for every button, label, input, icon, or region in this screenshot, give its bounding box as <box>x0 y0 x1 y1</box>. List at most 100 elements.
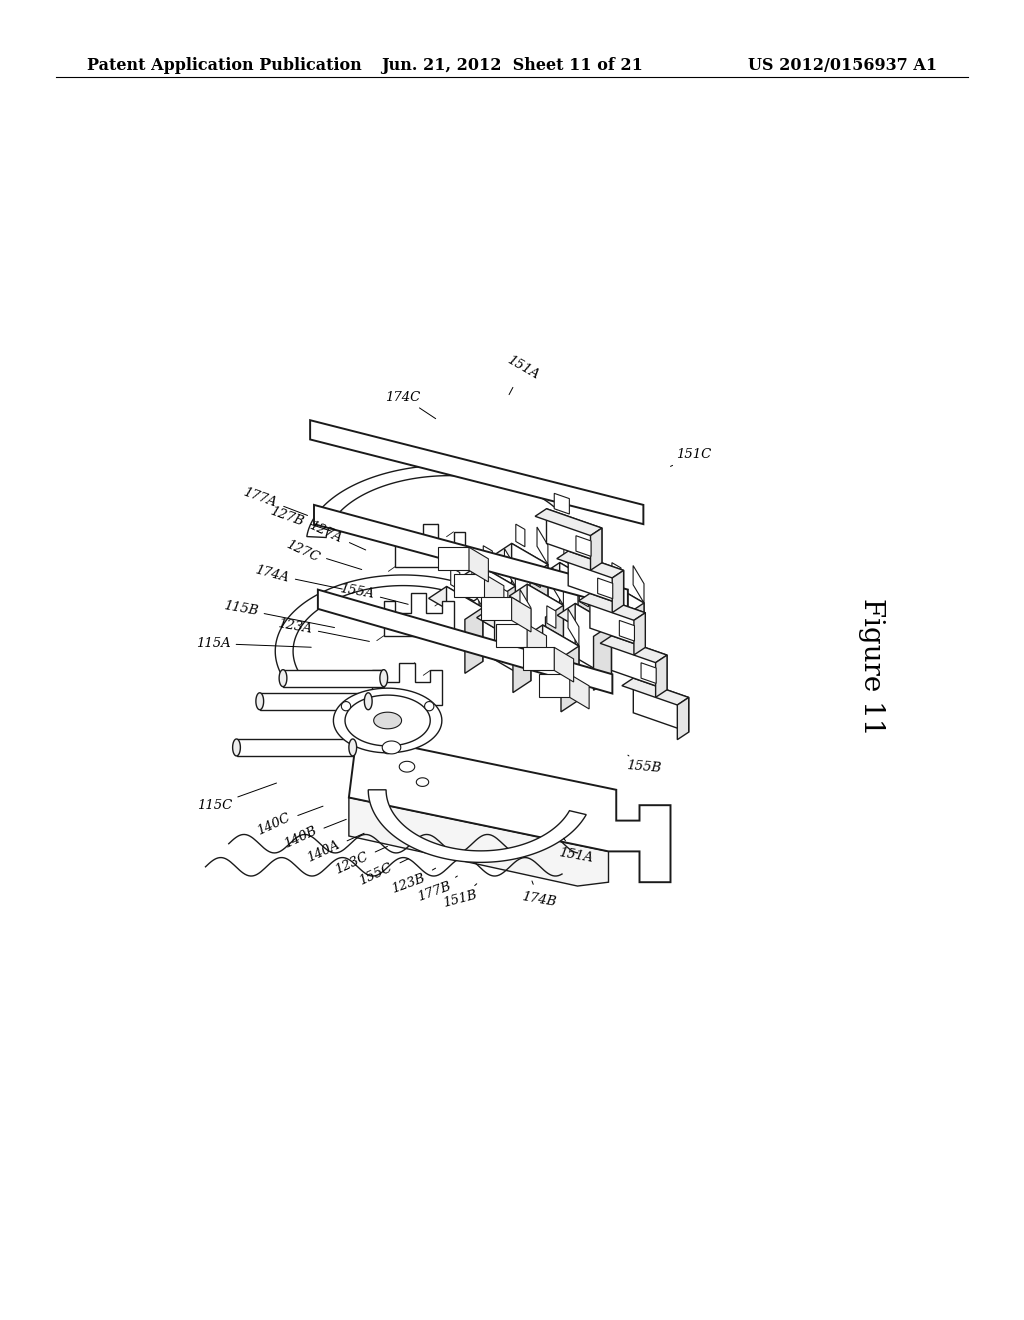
Polygon shape <box>579 594 645 620</box>
Polygon shape <box>349 737 671 882</box>
Polygon shape <box>283 669 384 686</box>
Polygon shape <box>372 663 442 705</box>
Text: 174A: 174A <box>253 564 342 589</box>
Polygon shape <box>527 585 563 659</box>
Polygon shape <box>554 647 573 682</box>
Polygon shape <box>612 570 624 612</box>
Text: 127A: 127A <box>307 519 366 550</box>
Polygon shape <box>499 586 508 609</box>
Polygon shape <box>512 598 531 632</box>
Polygon shape <box>417 777 429 787</box>
Polygon shape <box>399 762 415 772</box>
Text: 151C: 151C <box>671 449 712 466</box>
Text: 174C: 174C <box>385 391 435 418</box>
Polygon shape <box>634 612 645 655</box>
Polygon shape <box>480 598 512 620</box>
Polygon shape <box>620 620 635 642</box>
Polygon shape <box>530 565 548 630</box>
Polygon shape <box>557 603 611 636</box>
Polygon shape <box>384 594 454 636</box>
Polygon shape <box>314 506 628 609</box>
Text: 115A: 115A <box>196 638 311 649</box>
Polygon shape <box>585 546 596 583</box>
Text: Jun. 21, 2012  Sheet 11 of 21: Jun. 21, 2012 Sheet 11 of 21 <box>381 57 643 74</box>
Polygon shape <box>429 586 482 619</box>
Polygon shape <box>547 606 556 628</box>
Text: 177B: 177B <box>416 876 458 903</box>
Polygon shape <box>575 536 591 556</box>
Polygon shape <box>484 574 504 609</box>
Polygon shape <box>513 627 530 693</box>
Text: Figure 11: Figure 11 <box>858 598 886 735</box>
Polygon shape <box>446 586 482 661</box>
Polygon shape <box>575 603 611 678</box>
Polygon shape <box>469 548 488 582</box>
Text: 127C: 127C <box>284 537 361 569</box>
Polygon shape <box>611 636 667 690</box>
Text: 140B: 140B <box>282 820 346 851</box>
Polygon shape <box>569 675 589 709</box>
Polygon shape <box>465 607 482 673</box>
Text: 155A: 155A <box>338 582 409 605</box>
Polygon shape <box>580 585 589 607</box>
Polygon shape <box>553 568 563 606</box>
Polygon shape <box>483 545 493 569</box>
Polygon shape <box>561 645 579 711</box>
Polygon shape <box>543 626 579 700</box>
Polygon shape <box>365 693 372 710</box>
Polygon shape <box>495 606 530 681</box>
Polygon shape <box>537 527 548 565</box>
Polygon shape <box>349 739 356 756</box>
Polygon shape <box>607 582 644 657</box>
Polygon shape <box>598 578 612 599</box>
Text: 177A: 177A <box>242 486 307 515</box>
Polygon shape <box>512 544 548 618</box>
Polygon shape <box>524 626 579 657</box>
Text: 151B: 151B <box>441 884 478 909</box>
Text: 174B: 174B <box>520 880 557 908</box>
Polygon shape <box>280 669 287 686</box>
Polygon shape <box>317 590 612 693</box>
Polygon shape <box>622 678 689 705</box>
Polygon shape <box>438 548 469 570</box>
Polygon shape <box>539 675 569 697</box>
Polygon shape <box>523 647 554 671</box>
Polygon shape <box>531 565 541 587</box>
Polygon shape <box>383 744 392 754</box>
Polygon shape <box>425 701 434 710</box>
Polygon shape <box>472 570 482 607</box>
Text: 140A: 140A <box>305 833 365 865</box>
Polygon shape <box>232 739 241 756</box>
Polygon shape <box>536 508 602 536</box>
Polygon shape <box>560 562 596 638</box>
Polygon shape <box>494 544 548 577</box>
Polygon shape <box>334 688 442 752</box>
Text: US 2012/0156937 A1: US 2012/0156937 A1 <box>748 57 937 74</box>
Polygon shape <box>345 696 430 746</box>
Polygon shape <box>451 568 460 590</box>
Polygon shape <box>310 420 643 524</box>
Polygon shape <box>568 609 579 645</box>
Text: 123B: 123B <box>390 869 435 896</box>
Polygon shape <box>626 603 644 669</box>
Text: 151A: 151A <box>505 354 542 395</box>
Polygon shape <box>509 585 563 618</box>
Polygon shape <box>600 587 611 624</box>
Polygon shape <box>369 789 586 862</box>
Polygon shape <box>554 494 569 513</box>
Polygon shape <box>516 524 525 546</box>
Polygon shape <box>498 586 515 652</box>
Polygon shape <box>546 606 563 671</box>
Polygon shape <box>591 528 602 570</box>
Polygon shape <box>237 739 352 756</box>
Polygon shape <box>260 693 369 710</box>
Polygon shape <box>594 624 611 690</box>
Text: 123A: 123A <box>276 618 370 642</box>
Polygon shape <box>382 741 400 754</box>
Polygon shape <box>380 669 388 686</box>
Text: 115B: 115B <box>222 599 335 627</box>
Polygon shape <box>600 636 667 663</box>
Polygon shape <box>612 562 621 585</box>
Polygon shape <box>505 549 515 586</box>
Polygon shape <box>633 678 689 733</box>
